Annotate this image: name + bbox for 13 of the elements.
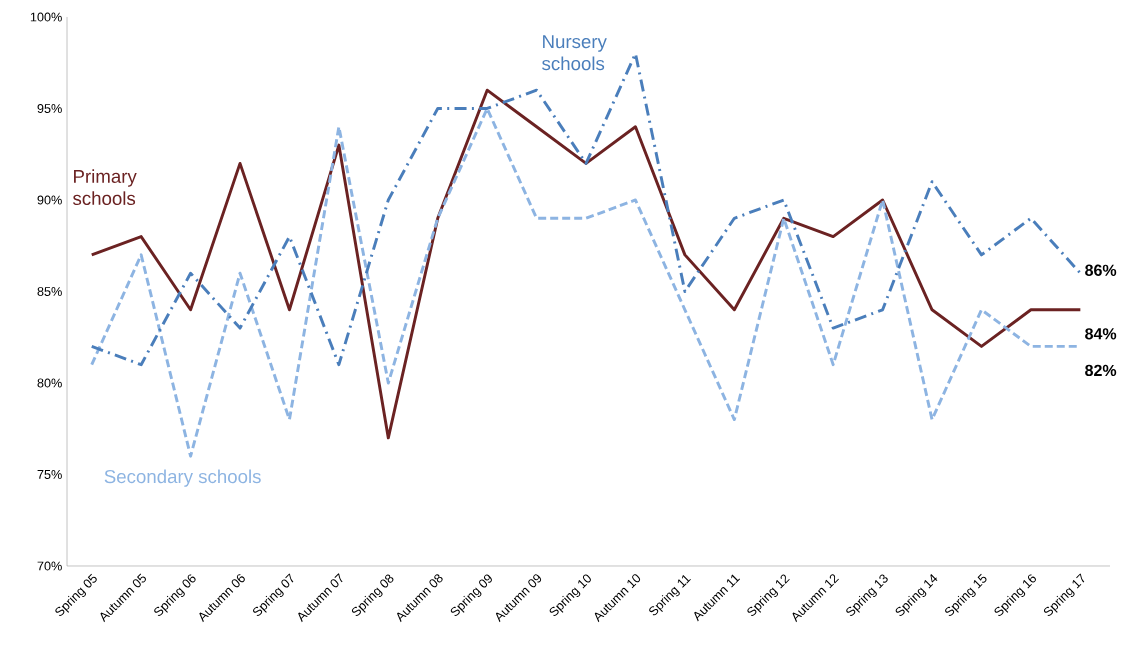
annotation: 84% [1085,328,1117,340]
y-tick-label: 85% [37,287,62,296]
series-label: Nursery schools [542,35,607,71]
y-tick-label: 90% [37,195,62,205]
y-tick-label: 100% [30,12,62,22]
series-label: Secondary schools [104,469,261,487]
y-tick-label: 80% [37,378,62,388]
y-tick-label: 75% [37,470,62,479]
y-tick-label: 70% [37,561,62,571]
y-tick-label: 95% [37,104,62,113]
annotation: 86% [1085,264,1117,276]
series-label: Primary schools [73,169,137,206]
annotation: 82% [1085,364,1117,377]
